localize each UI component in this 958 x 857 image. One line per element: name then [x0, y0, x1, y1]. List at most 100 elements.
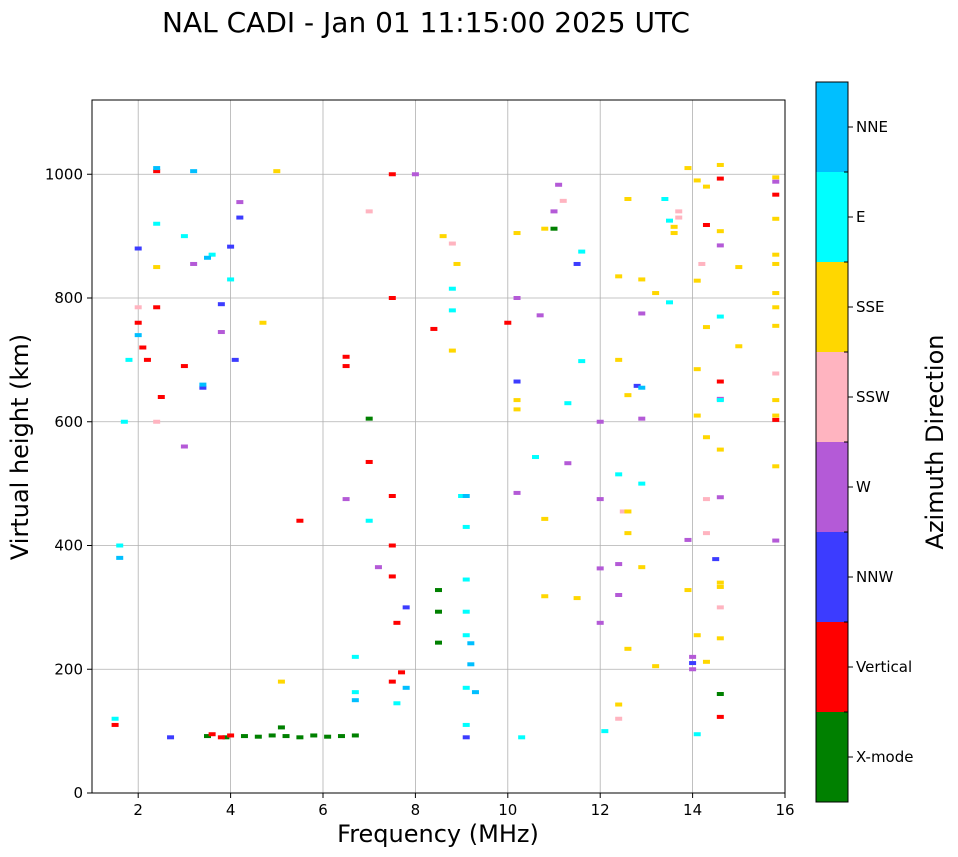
colorbar-tick-label: NNE	[856, 118, 888, 136]
y-axis-ticks: 0 200 400 600 800 1000	[45, 165, 92, 802]
echo-mark-w	[550, 209, 558, 214]
echo-mark-sse	[624, 646, 632, 651]
echo-mark-e	[578, 359, 586, 364]
echo-mark-sse	[772, 216, 780, 221]
echo-mark-sse	[615, 274, 623, 279]
echo-mark-nne	[467, 662, 475, 667]
echo-mark-sse	[453, 261, 461, 266]
echo-mark-nnw	[513, 379, 521, 384]
echo-mark-ssw	[698, 261, 706, 266]
echo-mark-sse	[277, 679, 285, 684]
echo-mark-nne	[462, 494, 470, 498]
echo-mark-w	[374, 565, 382, 570]
echo-mark-sse	[693, 278, 701, 283]
echo-mark-sse	[693, 178, 701, 183]
echo-mark-vertical	[157, 395, 165, 399]
echo-mark-vertical	[227, 733, 235, 738]
x-axis-label: Frequency (MHz)	[337, 820, 539, 848]
echo-mark-e	[227, 277, 235, 282]
echo-mark-ssw	[702, 497, 710, 502]
echo-mark-w	[689, 654, 697, 659]
echo-mark-sse	[772, 464, 780, 469]
echo-mark-nnw	[199, 385, 207, 390]
echo-mark-e	[462, 633, 470, 638]
echo-mark-nne	[134, 333, 142, 338]
echo-mark-sse	[615, 357, 623, 362]
echo-mark-vertical	[296, 518, 304, 523]
colorbar-segment-nnw	[816, 532, 848, 622]
echo-mark-w	[513, 490, 521, 495]
colorbar-segment-ssw	[816, 352, 848, 442]
echo-mark-nne	[116, 555, 124, 560]
colorbar-tick-label: SSW	[856, 388, 890, 406]
echo-mark-sse	[513, 398, 521, 403]
colorbar-segment-e	[816, 172, 848, 262]
echo-mark-vertical	[398, 670, 406, 675]
echo-mark-x-mode	[435, 609, 442, 614]
echo-mark-e	[578, 249, 586, 254]
echo-mark-vertical	[716, 176, 724, 181]
echo-mark-nnw	[712, 557, 720, 562]
echo-mark-vertical	[772, 417, 780, 422]
echo-mark-e	[462, 722, 470, 727]
echo-mark-sse	[638, 565, 646, 570]
echo-mark-sse	[624, 509, 632, 514]
colorbar-segment-nne	[816, 82, 848, 172]
y-tick-label: 1000	[45, 165, 83, 183]
colorbar-tick-label: X-mode	[856, 748, 913, 766]
echo-mark-nnw	[462, 735, 470, 740]
echo-mark-sse	[772, 323, 780, 328]
echo-mark-x-mode	[337, 734, 345, 739]
echo-mark-sse	[541, 516, 549, 521]
echo-mark-x-mode	[268, 733, 276, 738]
echo-mark-sse	[684, 588, 692, 593]
echo-mark-ssw	[559, 198, 567, 203]
echo-mark-x-mode	[204, 734, 211, 739]
azimuth-colorbar: X-mode Vertical NNW W SSW SSE E NNE	[815, 81, 913, 803]
y-tick-label: 200	[54, 660, 83, 678]
echo-mark-e	[365, 518, 373, 523]
echo-mark-vertical	[393, 620, 401, 625]
echo-mark-vertical	[143, 357, 151, 362]
echo-mark-nne	[351, 698, 359, 703]
echo-mark-ssw	[134, 305, 142, 310]
echo-mark-nne	[153, 166, 161, 171]
colorbar-segment-w	[816, 442, 848, 532]
echo-mark-w	[555, 182, 563, 187]
echo-mark-sse	[716, 584, 724, 589]
echo-mark-vertical	[342, 354, 350, 359]
echo-mark-ssw	[448, 241, 456, 246]
echo-mark-w	[513, 296, 521, 300]
echo-mark-w	[596, 566, 604, 571]
echo-mark-nnw	[231, 357, 239, 362]
echo-mark-vertical	[365, 459, 373, 464]
echo-mark-vertical	[388, 494, 396, 498]
echo-mark-sse	[638, 277, 646, 282]
echo-mark-w	[772, 179, 780, 184]
echo-mark-vertical	[388, 574, 396, 579]
echo-mark-e	[180, 234, 188, 239]
echo-mark-e	[153, 221, 161, 226]
colorbar-tick-label: E	[856, 208, 865, 226]
plot-area	[91, 99, 786, 794]
echo-mark-w	[615, 593, 623, 597]
echo-mark-vertical	[388, 172, 396, 177]
echo-mark-sse	[615, 702, 623, 707]
echo-mark-sse	[153, 265, 161, 270]
echo-mark-e	[661, 197, 669, 201]
echo-mark-vertical	[716, 379, 724, 384]
echo-mark-nnw	[689, 661, 697, 666]
echo-mark-sse	[735, 344, 743, 349]
colorbar-segment-sse	[816, 262, 848, 352]
echo-mark-nnw	[227, 244, 235, 249]
echo-mark-nnw	[217, 302, 225, 307]
echo-mark-x-mode	[254, 734, 262, 739]
echo-mark-w	[411, 172, 419, 177]
echo-mark-vertical	[153, 169, 161, 174]
echo-mark-e	[351, 654, 359, 659]
grid-lines	[92, 100, 786, 794]
colorbar-tick-label: SSE	[856, 298, 885, 316]
echo-mark-x-mode	[222, 735, 230, 740]
echo-mark-sse	[735, 265, 743, 270]
echo-mark-sse	[624, 393, 632, 398]
